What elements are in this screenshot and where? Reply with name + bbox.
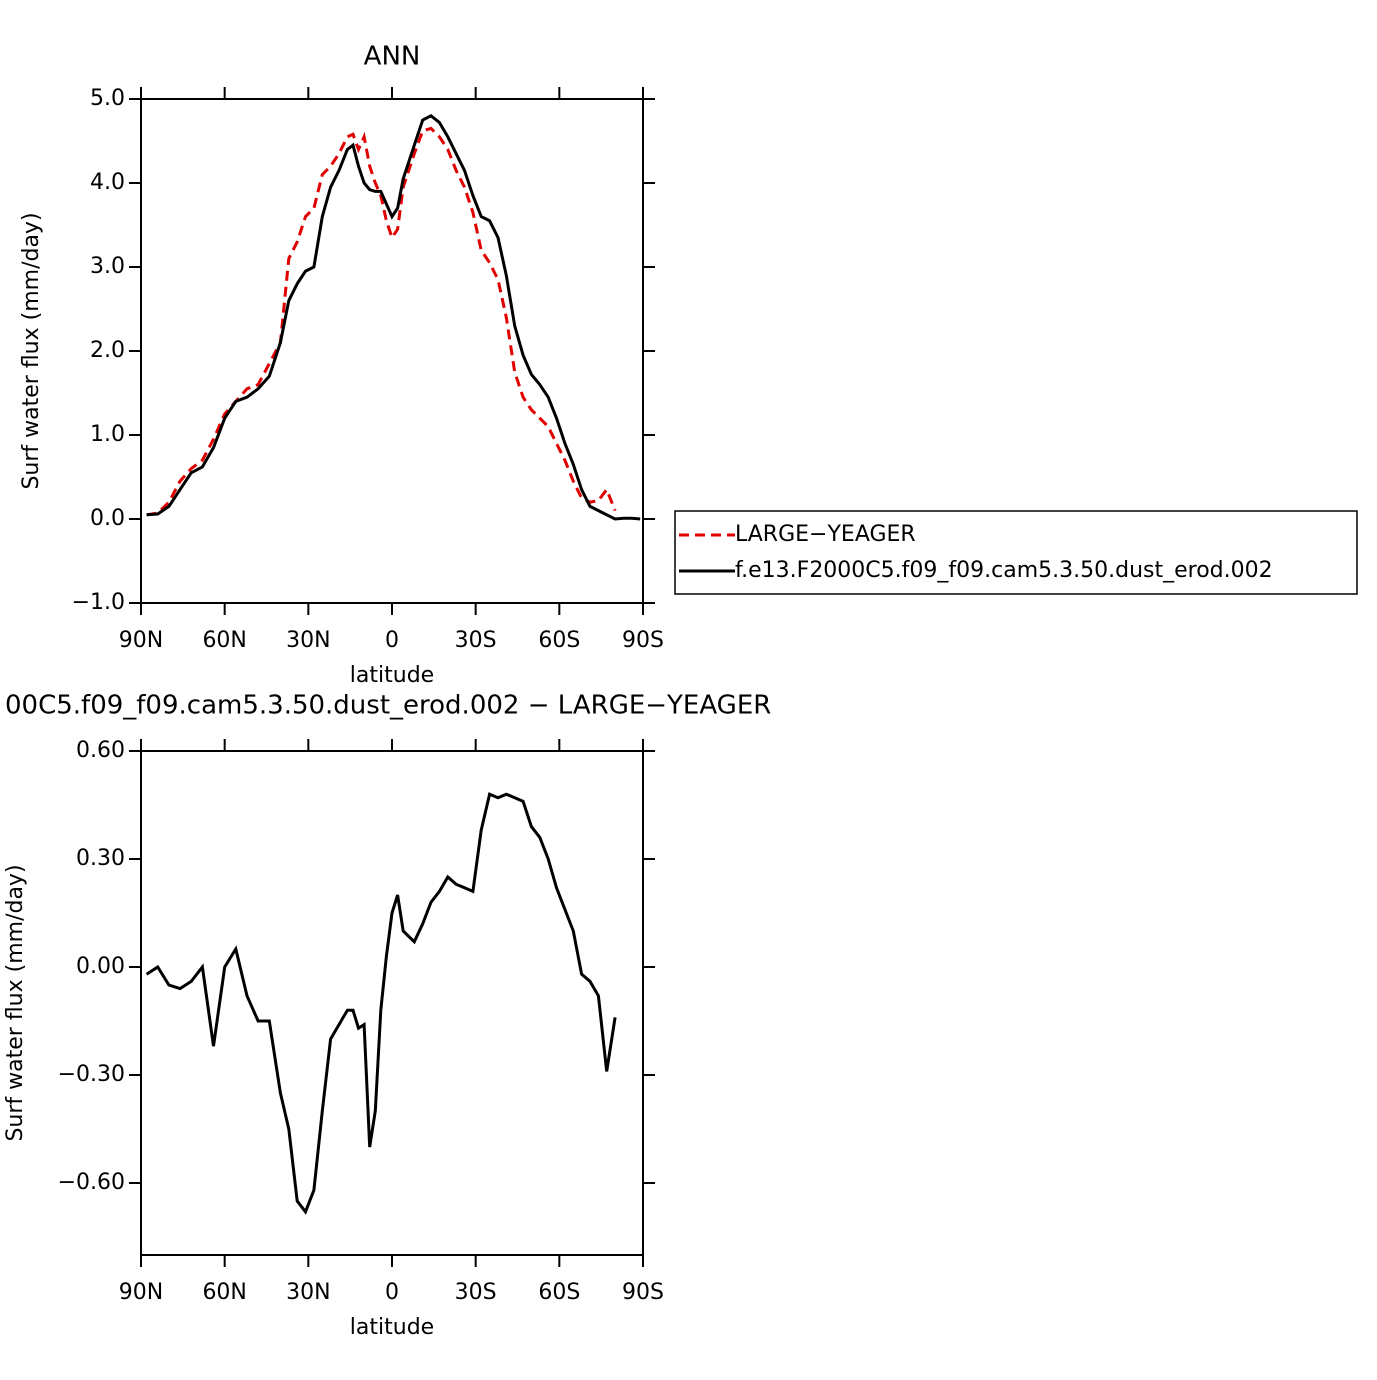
x-tick-label: 90N [119,1280,163,1305]
y-axis-label: Surf water flux (mm/day) [3,864,28,1141]
x-tick-label: 60N [202,1280,246,1305]
chart-title: ANN [364,42,421,72]
x-tick-label: 0 [385,628,399,653]
y-tick-label: 2.0 [90,338,125,363]
y-tick-label: 0.60 [76,738,125,763]
x-tick-label: 60S [538,1280,580,1305]
plot-frame [140,98,644,604]
x-tick-label: 90N [119,628,163,653]
y-tick-label: 3.0 [90,254,125,279]
x-tick-label: 0 [385,1280,399,1305]
legend-box [674,510,1358,595]
data-line [146,114,641,521]
x-tick-label: 60S [538,628,580,653]
x-tick-label: 30N [286,628,330,653]
x-tick-label: 90S [622,628,664,653]
y-tick-label: −0.30 [58,1062,125,1087]
plot-frame [140,750,644,1256]
x-tick-label: 60N [202,628,246,653]
data-line [145,792,617,1215]
x-axis-label: latitude [350,1315,434,1340]
x-tick-label: 90S [622,1280,664,1305]
y-tick-label: 1.0 [90,422,125,447]
y-tick-label: −1.0 [72,590,125,615]
y-tick-label: 0.0 [90,506,125,531]
y-tick-label: 0.00 [76,954,125,979]
y-tick-label: 4.0 [90,170,125,195]
y-tick-label: 5.0 [90,86,125,111]
y-axis-label: Surf water flux (mm/day) [19,212,44,489]
legend-label: f.e13.F2000C5.f09_f09.cam5.3.50.dust_ero… [735,558,1273,583]
y-tick-label: −0.60 [58,1170,125,1195]
x-axis-label: latitude [350,663,434,688]
y-tick-label: 0.30 [76,846,125,871]
x-tick-label: 30S [455,1280,497,1305]
data-line [146,126,617,517]
legend-label: LARGE−YEAGER [735,522,916,547]
x-tick-label: 30N [286,1280,330,1305]
x-tick-label: 30S [455,628,497,653]
chart-title: 00C5.f09_f09.cam5.3.50.dust_erod.002 − L… [5,691,771,721]
